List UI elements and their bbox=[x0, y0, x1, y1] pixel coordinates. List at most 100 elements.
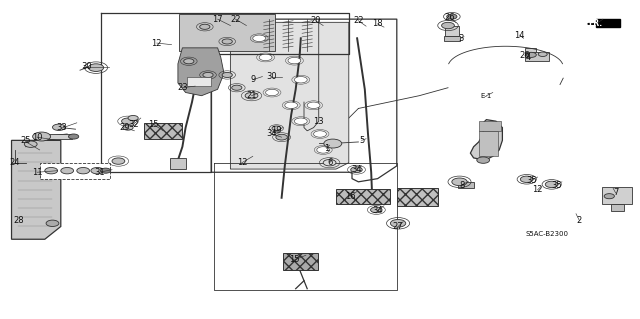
Text: 13: 13 bbox=[314, 117, 324, 126]
Circle shape bbox=[351, 167, 362, 173]
Text: 23: 23 bbox=[177, 83, 188, 92]
Circle shape bbox=[61, 167, 74, 174]
Text: 12: 12 bbox=[237, 158, 247, 167]
Circle shape bbox=[232, 85, 242, 90]
Text: 7: 7 bbox=[613, 189, 618, 197]
Text: 21: 21 bbox=[246, 91, 257, 100]
Text: 19: 19 bbox=[271, 126, 282, 135]
Bar bbox=[336, 189, 390, 204]
Text: 16: 16 bbox=[346, 192, 356, 201]
Text: 34: 34 bbox=[351, 165, 362, 174]
Circle shape bbox=[390, 219, 406, 227]
Circle shape bbox=[526, 52, 536, 57]
Bar bbox=[46, 134, 72, 139]
Text: S5AC-B2300: S5AC-B2300 bbox=[525, 232, 569, 237]
Polygon shape bbox=[470, 120, 502, 160]
Circle shape bbox=[128, 115, 138, 121]
Circle shape bbox=[112, 158, 125, 164]
Bar bbox=[611, 204, 624, 211]
Circle shape bbox=[245, 93, 258, 99]
Bar bbox=[397, 188, 438, 206]
Text: 32: 32 bbox=[128, 120, 138, 129]
Text: 28: 28 bbox=[14, 216, 24, 225]
Text: 20: 20 bbox=[310, 16, 321, 25]
Bar bbox=[445, 26, 459, 36]
Text: 12: 12 bbox=[532, 185, 543, 194]
Circle shape bbox=[123, 125, 133, 130]
Text: 12: 12 bbox=[152, 39, 162, 48]
Bar bbox=[602, 187, 632, 204]
Circle shape bbox=[452, 178, 467, 186]
Circle shape bbox=[46, 220, 59, 226]
Circle shape bbox=[77, 167, 90, 174]
Bar bbox=[525, 48, 536, 52]
Circle shape bbox=[294, 77, 307, 83]
Bar bbox=[525, 52, 549, 61]
Circle shape bbox=[203, 72, 213, 78]
Circle shape bbox=[442, 22, 454, 29]
Text: 8: 8 bbox=[460, 181, 465, 189]
Text: 15: 15 bbox=[148, 120, 159, 129]
Polygon shape bbox=[12, 140, 61, 239]
Circle shape bbox=[91, 167, 104, 174]
Bar bbox=[144, 123, 182, 139]
Text: 24: 24 bbox=[10, 158, 20, 167]
Text: FR.: FR. bbox=[588, 19, 602, 28]
Circle shape bbox=[520, 176, 533, 182]
Circle shape bbox=[323, 160, 336, 166]
Text: 18: 18 bbox=[372, 19, 383, 28]
Circle shape bbox=[477, 157, 490, 163]
Circle shape bbox=[184, 59, 194, 64]
Bar bbox=[187, 77, 211, 86]
Bar bbox=[444, 36, 460, 41]
Text: 15: 15 bbox=[289, 256, 300, 264]
Circle shape bbox=[285, 102, 298, 108]
Bar bbox=[458, 182, 474, 188]
Circle shape bbox=[222, 39, 232, 44]
Polygon shape bbox=[178, 48, 224, 96]
Text: 1: 1 bbox=[324, 144, 329, 153]
Bar bbox=[479, 131, 498, 156]
Circle shape bbox=[100, 168, 111, 173]
Bar bbox=[40, 163, 110, 179]
Circle shape bbox=[68, 134, 79, 139]
Circle shape bbox=[538, 52, 547, 56]
Text: 2: 2 bbox=[577, 216, 582, 225]
Circle shape bbox=[88, 64, 104, 71]
Text: 26: 26 bbox=[520, 51, 530, 60]
Text: 34: 34 bbox=[372, 206, 383, 215]
Text: 26: 26 bbox=[445, 13, 455, 22]
Text: 10: 10 bbox=[32, 133, 42, 142]
Circle shape bbox=[276, 134, 287, 140]
Circle shape bbox=[314, 131, 326, 137]
Text: 14: 14 bbox=[515, 31, 525, 40]
Circle shape bbox=[33, 132, 51, 141]
Text: 3: 3 bbox=[458, 34, 463, 43]
Polygon shape bbox=[230, 22, 349, 169]
Text: E-1: E-1 bbox=[481, 93, 492, 99]
Circle shape bbox=[222, 72, 232, 78]
Text: 22: 22 bbox=[230, 15, 241, 24]
Text: 25: 25 bbox=[20, 136, 31, 145]
Text: 35: 35 bbox=[552, 181, 562, 189]
Text: 30: 30 bbox=[267, 72, 277, 81]
Text: 4: 4 bbox=[525, 53, 531, 62]
Circle shape bbox=[288, 57, 301, 64]
Text: 6: 6 bbox=[327, 158, 332, 167]
Circle shape bbox=[122, 118, 134, 124]
Text: 9: 9 bbox=[250, 75, 255, 84]
Circle shape bbox=[253, 35, 266, 41]
Circle shape bbox=[272, 126, 281, 130]
Polygon shape bbox=[596, 19, 620, 27]
Circle shape bbox=[371, 207, 382, 213]
Circle shape bbox=[266, 89, 278, 96]
Text: 33: 33 bbox=[56, 123, 67, 132]
Circle shape bbox=[604, 194, 614, 199]
Circle shape bbox=[200, 24, 210, 29]
Circle shape bbox=[45, 167, 58, 174]
Text: 34: 34 bbox=[267, 130, 277, 138]
Circle shape bbox=[52, 124, 65, 130]
Text: 27: 27 bbox=[393, 222, 403, 231]
Text: 31: 31 bbox=[94, 168, 104, 177]
Text: 29: 29 bbox=[120, 123, 130, 132]
